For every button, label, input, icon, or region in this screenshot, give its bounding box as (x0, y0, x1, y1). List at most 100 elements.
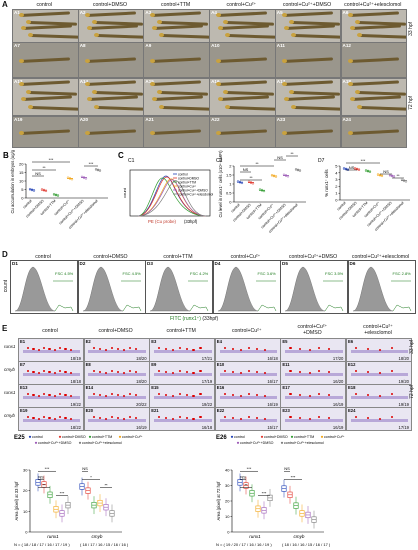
data-point (70, 178, 74, 181)
hsc-marker (231, 394, 234, 397)
embryo-image: A23 (274, 116, 342, 148)
flow-gate-percent: FSC 4.5% (122, 271, 141, 276)
hsc-marker (327, 348, 330, 351)
yolk-shape (84, 59, 90, 63)
wish-tissue-band (219, 349, 278, 353)
embryo-image: A15 (143, 78, 210, 116)
chart-e25: E25 control control+DMSO control+TTM control… (14, 435, 143, 547)
yolk-shape (28, 32, 33, 37)
panel-d-header: control (35, 254, 51, 260)
panel-e-hpf-72: 72 hpf (409, 385, 415, 399)
c1-ylabel: count (122, 187, 127, 198)
hsc-marker (116, 417, 119, 420)
data-point (366, 169, 370, 173)
wish-image-id: E16 (216, 385, 225, 390)
hsc-marker (32, 394, 35, 397)
larva-shape (220, 95, 269, 101)
embryo-image-id: A3 (145, 10, 152, 15)
data-point (296, 168, 300, 172)
sig-label: NS (240, 474, 246, 479)
flow-gate-percent: FSC 2.8% (392, 271, 411, 276)
wish-image-id: E20 (85, 408, 94, 413)
panel-d-header: control+DMSO (93, 254, 128, 260)
y-axis-label: Area (pixel) at 72 hpf (216, 481, 221, 521)
embryo-image-id: A14 (79, 79, 89, 84)
y-tick-label: 3 (335, 177, 338, 182)
hsc-marker (48, 394, 51, 397)
wish-image: E21 16/18 (149, 407, 216, 431)
hsc-marker (255, 394, 258, 397)
legend-label: control+DMSO (264, 435, 288, 439)
hsc-marker (122, 418, 125, 421)
yolk-shape (281, 82, 287, 86)
data-point (40, 188, 44, 191)
c1-xunit: (33hpf) (184, 219, 198, 224)
hsc-marker (231, 348, 234, 351)
c1-legend-label: control+DMSO (178, 176, 200, 180)
panel-d-xlabel: FITC (runx1⁺) (33hpf) (170, 316, 218, 322)
hsc-marker (263, 395, 266, 398)
panel-d-xlabel-text: FITC (runx1⁺) (170, 316, 201, 322)
panel-a-header: control+TTM (161, 2, 191, 8)
wish-tissue-band (88, 372, 147, 376)
flow-histogram-plot (284, 266, 344, 312)
sample-size-label: N = ( 18 / 18 / 17 / 16 / 17 / 19 ) (14, 542, 70, 547)
row-e-charts: E25 control control+DMSO control+TTM control… (14, 435, 345, 547)
data-point (353, 167, 357, 170)
sample-size-label: N = ( 19 / 20 / 17 / 16 / 16 / 19 ) (216, 542, 272, 547)
hsc-marker (318, 393, 321, 396)
hsc-marker (192, 349, 195, 352)
wish-ratio: 18/20 (136, 356, 147, 361)
y-tick-label: 5 (335, 164, 338, 169)
c1-legend-label: control (178, 172, 188, 176)
embryo-image: A12 (340, 42, 407, 78)
hsc-marker (53, 372, 56, 375)
legend-label: control+TTM (92, 435, 112, 439)
y-tick-label: 2 (229, 164, 232, 169)
hsc-marker (104, 372, 107, 375)
c1-histogram-curve (137, 177, 207, 217)
hsc-marker (64, 371, 67, 374)
hsc-marker (185, 394, 188, 397)
wish-tissue-band (22, 395, 81, 399)
larva-shape (351, 24, 401, 30)
group-label: runx1 (47, 534, 59, 539)
flow-positive-tail (54, 304, 74, 312)
data-point (262, 189, 266, 193)
hsc-marker (27, 393, 30, 396)
embryo-image: A18 (340, 78, 407, 116)
hsc-marker (104, 349, 107, 352)
wish-image-id: E10 (216, 362, 225, 367)
larva-shape (22, 24, 72, 30)
data-point (56, 194, 60, 197)
legend-label: control+Cu²⁺ (122, 435, 143, 439)
hsc-marker (223, 393, 226, 396)
flow-positive-tail (189, 304, 209, 312)
data-point (98, 169, 102, 172)
gene-label: cmyb (4, 413, 15, 418)
wish-ratio: 16/20 (332, 379, 344, 384)
embryo-image-id: A23 (276, 117, 286, 122)
hsc-marker (185, 348, 188, 351)
hsc-marker (69, 395, 72, 398)
hsc-marker (379, 372, 382, 375)
yolk-shape (152, 97, 158, 101)
y-axis-label: Cu accumulation in embryos (ug/g) (10, 150, 15, 213)
data-point (236, 180, 240, 183)
y-tick-label: 10 (225, 514, 230, 519)
hsc-marker (192, 395, 195, 398)
wish-image: E1 18/19 (18, 338, 84, 362)
hsc-marker (185, 417, 188, 420)
hsc-marker (116, 348, 119, 351)
wish-tissue-band (22, 349, 81, 353)
larva-shape (152, 11, 201, 17)
c1-histogram-curve (137, 176, 207, 217)
data-point (284, 174, 288, 177)
larva-shape (283, 80, 333, 86)
flow-histogram-plot (14, 266, 74, 312)
hsc-marker (171, 349, 175, 352)
embryo-image-id: A24 (342, 117, 351, 122)
flow-histogram-plot (352, 266, 411, 312)
embryo-image: A16 (209, 78, 276, 116)
hsc-marker (59, 393, 62, 396)
